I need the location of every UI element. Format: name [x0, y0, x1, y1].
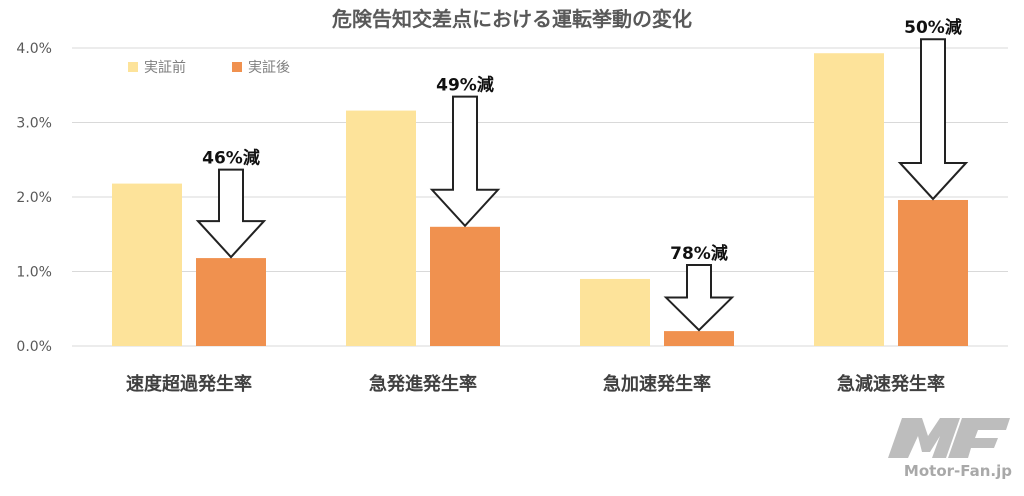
- reduction-label: 78%減: [670, 243, 728, 264]
- legend-swatch-before: [128, 62, 138, 72]
- reduction-label: 50%減: [904, 17, 962, 38]
- legend-swatch-after: [232, 62, 242, 72]
- bar-after: [664, 331, 734, 346]
- bar-before: [112, 183, 182, 346]
- reduction-label: 49%減: [436, 75, 494, 96]
- y-tick-label: 4.0%: [16, 41, 52, 57]
- bar-after: [898, 199, 968, 346]
- y-tick-label: 2.0%: [16, 190, 52, 206]
- bar-before: [346, 110, 416, 346]
- reduction-arrows: [195, 38, 969, 332]
- bar-before: [580, 278, 650, 346]
- y-tick-label: 0.0%: [16, 339, 52, 355]
- bar-after: [430, 226, 500, 346]
- category-label: 急減速発生率: [837, 373, 945, 395]
- reduction-label: 46%減: [202, 148, 260, 169]
- legend-label-after: 実証後: [248, 60, 290, 76]
- category-label: 急加速発生率: [603, 373, 711, 395]
- chart-title: 危険告知交差点における運転挙動の変化: [332, 7, 692, 31]
- bars: [112, 53, 968, 347]
- bar-after: [196, 258, 266, 346]
- reduction-arrow: [429, 95, 501, 228]
- reduction-arrow: [897, 38, 969, 201]
- reduction-labels: 46%減 49%減 78%減 50%減: [202, 17, 962, 264]
- y-axis-ticks: 0.0% 1.0% 2.0% 3.0% 4.0%: [16, 41, 52, 355]
- reduction-arrow: [663, 263, 735, 332]
- category-label: 速度超過発生率: [126, 373, 252, 395]
- legend: 実証前 実証後: [128, 59, 290, 76]
- category-label: 急発進発生率: [369, 373, 477, 395]
- legend-label-before: 実証前: [144, 59, 186, 76]
- y-tick-label: 3.0%: [16, 116, 52, 132]
- watermark-logo: [888, 418, 1010, 458]
- y-tick-label: 1.0%: [16, 265, 52, 281]
- watermark-text: Motor-Fan.jp: [904, 462, 1012, 480]
- x-axis-categories: 速度超過発生率 急発進発生率 急加速発生率 急減速発生率: [126, 373, 945, 395]
- bar-before: [814, 53, 884, 347]
- reduction-arrow: [195, 168, 267, 259]
- watermark: Motor-Fan.jp: [888, 418, 1012, 480]
